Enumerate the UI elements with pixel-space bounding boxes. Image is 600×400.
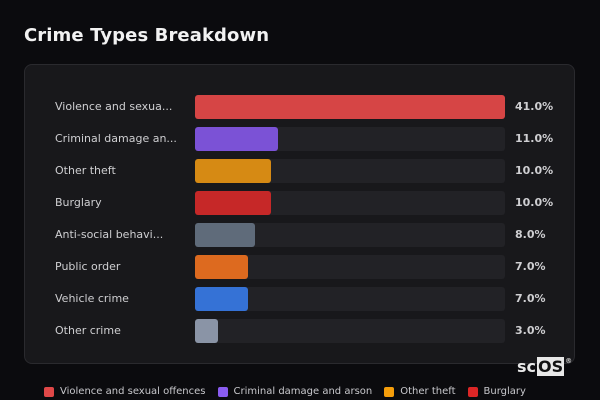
legend-label: Other theft: [400, 386, 456, 397]
logo-box: OS: [537, 357, 565, 376]
bar-value: 41.0%: [515, 100, 554, 113]
bar-label: Violence and sexua...: [55, 100, 173, 113]
bar-row[interactable]: Violence and sexua... 41.0%: [25, 95, 574, 119]
bar-label: Anti-social behavi...: [55, 228, 164, 241]
bar-fill[interactable]: [195, 95, 505, 119]
bar-label: Other crime: [55, 324, 121, 337]
bar-row[interactable]: Public order 7.0%: [25, 255, 574, 279]
bar-fill[interactable]: [195, 223, 256, 247]
legend-label: Burglary: [483, 386, 526, 397]
bar-track: [195, 287, 505, 311]
bar-track: [195, 255, 505, 279]
bar-label: Vehicle crime: [55, 292, 129, 305]
legend-label: Criminal damage and arson: [233, 386, 373, 397]
bar-row[interactable]: Anti-social behavi... 8.0%: [25, 223, 574, 247]
bar-fill[interactable]: [195, 191, 271, 215]
bar-track: [195, 191, 505, 215]
legend-swatch-icon: [217, 386, 228, 397]
chart-card: Violence and sexua... 41.0% Criminal damag…: [24, 64, 575, 364]
legend-item[interactable]: Criminal damage and arson: [217, 386, 373, 397]
bar-fill[interactable]: [195, 287, 248, 311]
bar-track: [195, 95, 505, 119]
legend-item[interactable]: Violence and sexual offences: [44, 386, 206, 397]
legend-item[interactable]: Other theft: [384, 386, 456, 397]
bar-value: 3.0%: [515, 324, 546, 337]
bar-value: 7.0%: [515, 292, 546, 305]
bar-value: 8.0%: [515, 228, 546, 241]
legend-swatch-icon: [467, 386, 478, 397]
bar-track: [195, 223, 505, 247]
bar-fill[interactable]: [195, 319, 218, 343]
logo-prefix: sc: [517, 357, 537, 376]
bar-row[interactable]: Criminal damage an... 11.0%: [25, 127, 574, 151]
legend-item[interactable]: Burglary: [467, 386, 526, 397]
bar-fill[interactable]: [195, 127, 279, 151]
legend-label: Violence and sexual offences: [60, 386, 206, 397]
bar-value: 10.0%: [515, 164, 554, 177]
bar-track: [195, 319, 505, 343]
legend-swatch-icon: [384, 386, 395, 397]
chart-legend: Violence and sexual offences Criminal dam…: [44, 386, 526, 397]
bar-label: Criminal damage an...: [55, 132, 177, 145]
bar-label: Burglary: [55, 196, 102, 209]
bar-row[interactable]: Vehicle crime 7.0%: [25, 287, 574, 311]
registered-mark: ®: [565, 357, 573, 365]
bar-track: [195, 127, 505, 151]
bar-fill[interactable]: [195, 255, 248, 279]
bar-value: 10.0%: [515, 196, 554, 209]
bar-fill[interactable]: [195, 159, 271, 183]
bar-row[interactable]: Other crime 3.0%: [25, 319, 574, 343]
bar-row[interactable]: Burglary 10.0%: [25, 191, 574, 215]
page-title: Crime Types Breakdown: [24, 25, 270, 46]
bar-label: Public order: [55, 260, 121, 273]
legend-swatch-icon: [44, 386, 54, 397]
bar-value: 11.0%: [515, 132, 554, 145]
bar-value: 7.0%: [515, 260, 546, 273]
watermark-logo: sc OS ®: [517, 357, 572, 376]
bar-row[interactable]: Other theft 10.0%: [25, 159, 574, 183]
bar-track: [195, 159, 505, 183]
bar-label: Other theft: [55, 164, 116, 177]
